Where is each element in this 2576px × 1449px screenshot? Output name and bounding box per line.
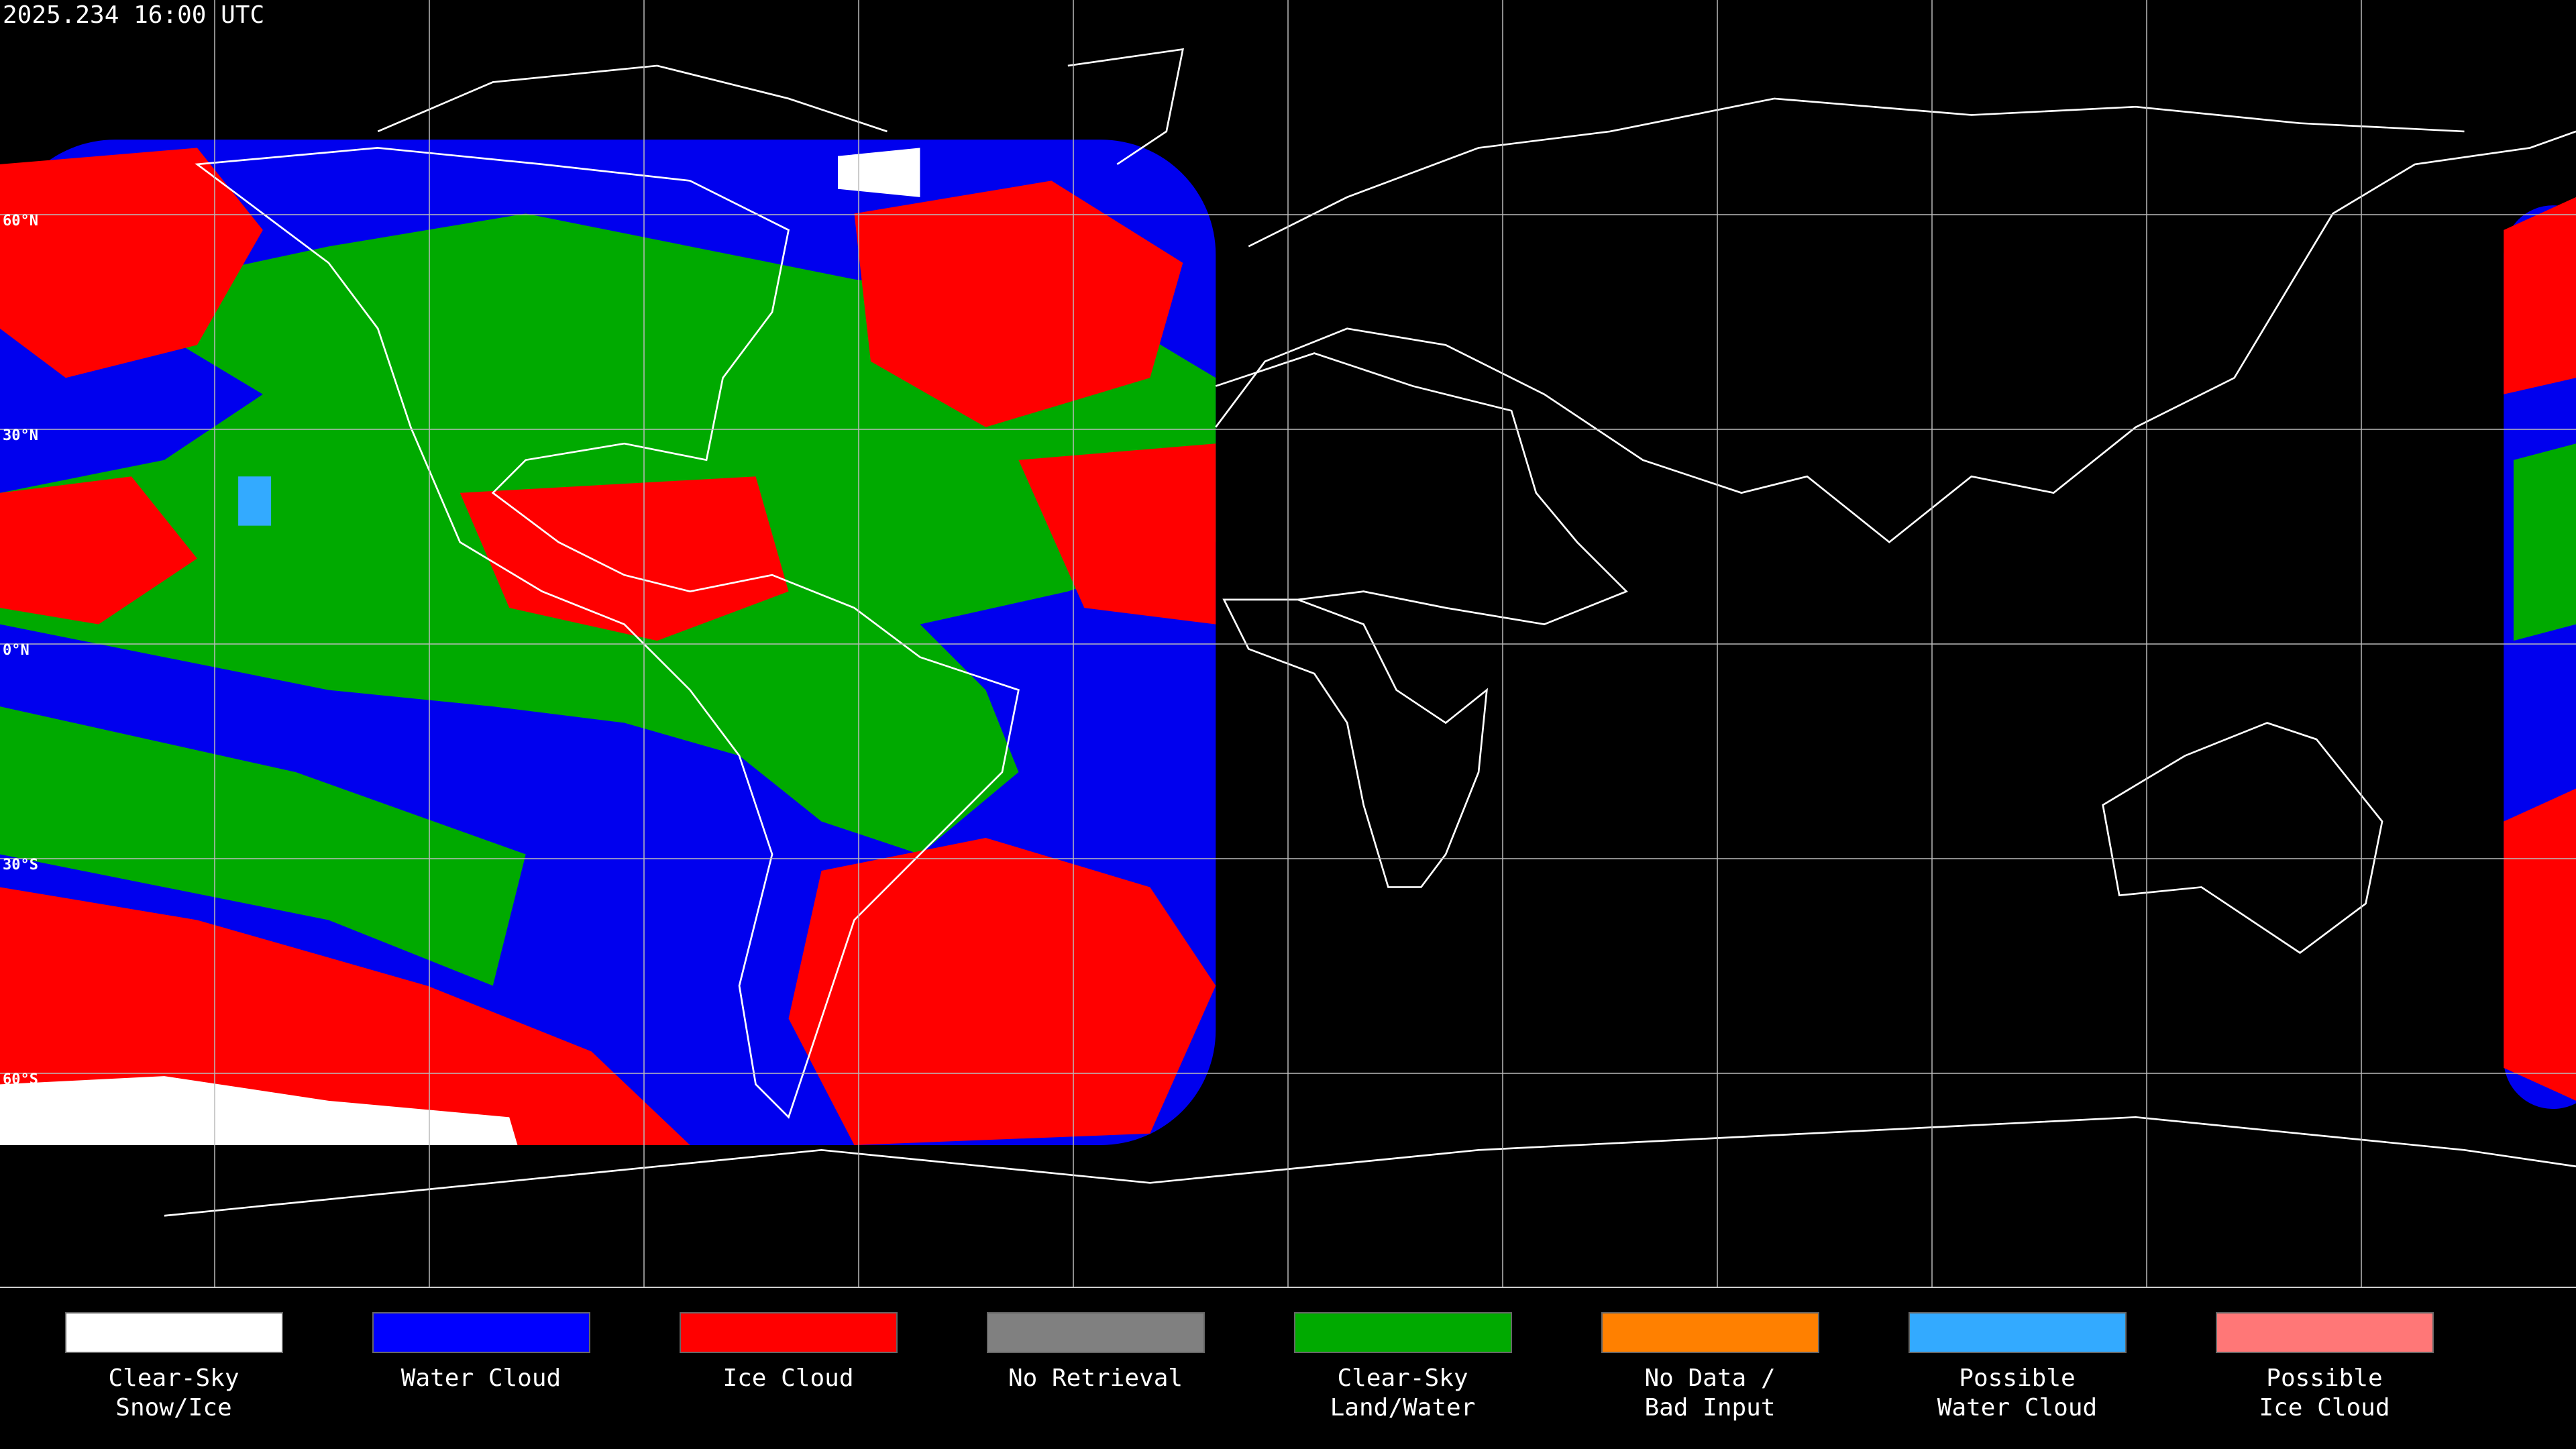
legend-swatch — [680, 1312, 898, 1353]
legend-label: Clear-Sky — [108, 1364, 239, 1392]
latitude-label: 60°S — [3, 1071, 38, 1088]
legend-label: Possible — [1959, 1364, 2075, 1392]
legend-label: Possible — [2266, 1364, 2382, 1392]
latitude-label: 0°N — [3, 642, 30, 659]
legend-label: Water Cloud — [1937, 1394, 2097, 1421]
legend-swatch — [2216, 1312, 2434, 1353]
legend-label: Bad Input — [1644, 1394, 1775, 1421]
possible-water-cloud — [238, 476, 272, 526]
legend-label: Ice Cloud — [722, 1364, 853, 1392]
legend-swatch — [1601, 1312, 1819, 1353]
timestamp: 2025.234 16:00 UTC — [3, 1, 264, 29]
legend-swatch — [372, 1312, 590, 1353]
ice-cloud-areas — [0, 148, 2576, 1145]
latitude-label: 60°N — [3, 213, 38, 229]
legend-label: No Retrieval — [1008, 1364, 1183, 1392]
legend-label: Ice Cloud — [2259, 1394, 2390, 1421]
legend-swatch — [65, 1312, 283, 1353]
legend-label: Clear-Sky — [1337, 1364, 1468, 1392]
legend-swatch — [987, 1312, 1205, 1353]
latitude-label: 30°S — [3, 857, 38, 873]
legend-label: Water Cloud — [401, 1364, 561, 1392]
legend-label: Land/Water — [1330, 1394, 1476, 1421]
cloud-phase-imagery — [0, 140, 2576, 1145]
legend-label: Snow/Ice — [115, 1394, 231, 1421]
latitude-labels: 60°N 30°N 0°N 30°S 60°S — [3, 213, 38, 1088]
latitude-label: 30°N — [3, 427, 38, 444]
graticule — [0, 0, 2576, 1287]
legend-label: No Data / — [1644, 1364, 1775, 1392]
coastlines — [164, 48, 2576, 1217]
legend-swatch — [1294, 1312, 1512, 1353]
legend-swatch — [1909, 1312, 2127, 1353]
